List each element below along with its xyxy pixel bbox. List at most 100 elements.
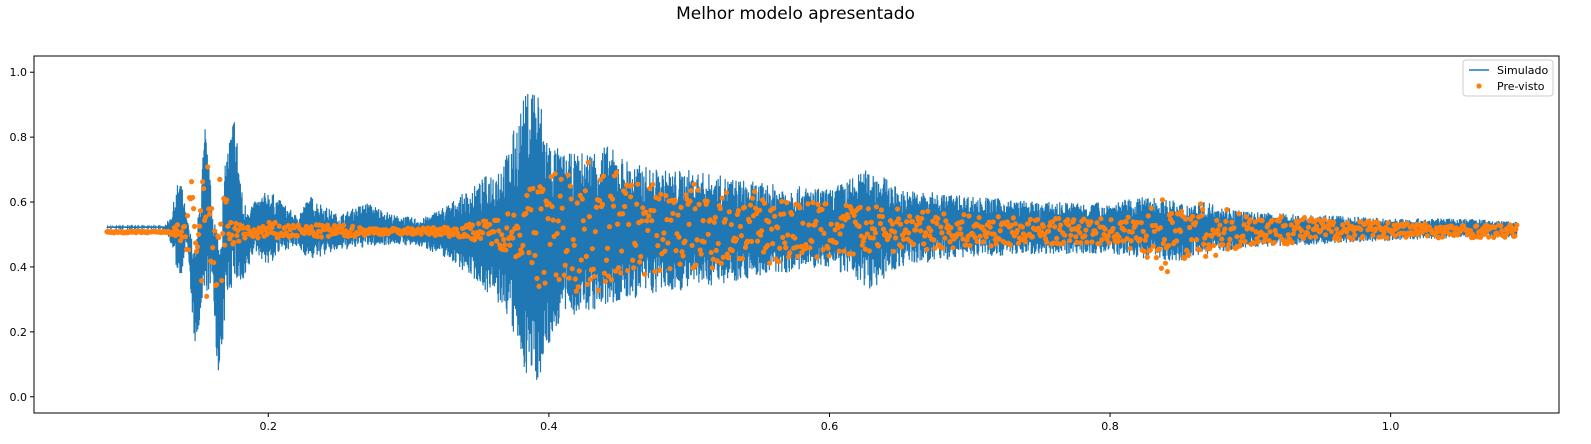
pre-visto-point bbox=[701, 239, 707, 245]
pre-visto-point bbox=[643, 209, 649, 215]
pre-visto-point bbox=[496, 228, 502, 234]
pre-visto-point bbox=[540, 186, 546, 193]
pre-visto-point bbox=[1237, 243, 1243, 249]
pre-visto-point bbox=[1312, 234, 1319, 240]
x-tick-label: 0.4 bbox=[540, 420, 558, 433]
pre-visto-point bbox=[1065, 217, 1071, 223]
pre-visto-point bbox=[1284, 241, 1290, 247]
pre-visto-point bbox=[1096, 241, 1102, 247]
pre-visto-point bbox=[535, 189, 541, 195]
x-tick-label: 1.0 bbox=[1382, 420, 1400, 433]
pre-visto-point bbox=[894, 206, 901, 212]
pre-visto-point bbox=[1269, 217, 1275, 224]
pre-visto-point bbox=[200, 179, 206, 185]
pre-visto-point bbox=[590, 266, 596, 272]
pre-visto-point bbox=[1495, 232, 1501, 238]
pre-visto-point bbox=[1245, 224, 1251, 230]
pre-visto-point bbox=[1199, 212, 1205, 218]
pre-visto-point bbox=[494, 238, 500, 244]
pre-visto-point bbox=[1089, 239, 1095, 245]
pre-visto-point bbox=[985, 230, 991, 236]
pre-visto-point bbox=[181, 223, 188, 229]
pre-visto-point bbox=[1108, 217, 1114, 223]
pre-visto-point bbox=[184, 213, 191, 219]
pre-visto-point bbox=[910, 219, 916, 225]
pre-visto-point bbox=[219, 277, 225, 284]
pre-visto-point bbox=[1148, 205, 1154, 211]
pre-visto-point bbox=[919, 215, 925, 222]
pre-visto-point bbox=[1035, 225, 1042, 231]
pre-visto-point bbox=[870, 235, 876, 241]
pre-visto-point bbox=[606, 224, 613, 230]
pre-visto-point bbox=[785, 232, 791, 238]
pre-visto-point bbox=[931, 237, 937, 243]
pre-visto-point bbox=[1043, 239, 1050, 245]
pre-visto-point bbox=[276, 223, 282, 229]
pre-visto-point bbox=[196, 231, 202, 238]
pre-visto-point bbox=[1025, 221, 1032, 227]
pre-visto-point bbox=[1115, 238, 1121, 244]
pre-visto-point bbox=[850, 251, 856, 257]
pre-visto-point bbox=[1422, 221, 1428, 227]
pre-visto-point bbox=[533, 230, 539, 236]
pre-visto-point bbox=[1066, 222, 1072, 228]
pre-visto-point bbox=[1160, 240, 1167, 247]
pre-visto-point bbox=[766, 219, 772, 225]
pre-visto-point bbox=[948, 225, 954, 231]
pre-visto-point bbox=[596, 197, 603, 204]
pre-visto-point bbox=[475, 221, 482, 227]
pre-visto-point bbox=[1074, 239, 1080, 245]
pre-visto-point bbox=[548, 174, 554, 180]
plot-frame bbox=[33, 55, 1560, 414]
pre-visto-point bbox=[1200, 206, 1206, 213]
pre-visto-point bbox=[1513, 226, 1519, 232]
pre-visto-point bbox=[947, 239, 953, 245]
pre-visto-point bbox=[1054, 235, 1060, 241]
pre-visto-point bbox=[904, 219, 910, 225]
pre-visto-point bbox=[688, 188, 694, 194]
pre-visto-point bbox=[240, 225, 246, 231]
pre-visto-point bbox=[1093, 230, 1099, 236]
pre-visto-point bbox=[873, 204, 879, 210]
pre-visto-point bbox=[188, 179, 195, 185]
pre-visto-point bbox=[640, 205, 646, 211]
pre-visto-point bbox=[1077, 230, 1083, 236]
pre-visto-point bbox=[839, 223, 845, 229]
pre-visto-point bbox=[1152, 222, 1158, 228]
pre-visto-point bbox=[1300, 235, 1306, 242]
pre-visto-point bbox=[1056, 215, 1062, 222]
pre-visto-point bbox=[1106, 240, 1112, 246]
pre-visto-point bbox=[1410, 231, 1416, 238]
pre-visto-point bbox=[564, 247, 570, 254]
pre-visto-point bbox=[1225, 246, 1231, 252]
series-pre-visto bbox=[104, 159, 1520, 299]
pre-visto-point bbox=[587, 276, 593, 282]
pre-visto-point bbox=[1046, 228, 1052, 234]
pre-visto-point bbox=[612, 268, 619, 274]
pre-visto-point bbox=[875, 243, 882, 249]
pre-visto-point bbox=[939, 230, 945, 236]
pre-visto-point bbox=[613, 169, 620, 175]
pre-visto-point bbox=[480, 230, 486, 236]
pre-visto-point bbox=[1301, 214, 1308, 221]
pre-visto-point bbox=[1292, 224, 1298, 231]
pre-visto-point bbox=[1120, 238, 1126, 244]
pre-visto-point bbox=[1249, 226, 1255, 232]
pre-visto-point bbox=[574, 200, 580, 206]
pre-visto-point bbox=[739, 256, 746, 262]
pre-visto-point bbox=[578, 257, 584, 263]
pre-visto-point bbox=[749, 195, 756, 201]
pre-visto-point bbox=[856, 223, 862, 230]
pre-visto-point bbox=[760, 249, 767, 255]
pre-visto-point bbox=[890, 248, 897, 254]
pre-visto-point bbox=[212, 228, 218, 234]
pre-visto-point bbox=[663, 192, 669, 199]
pre-visto-point bbox=[654, 232, 660, 239]
pre-visto-point bbox=[553, 272, 559, 278]
pre-visto-point bbox=[185, 247, 192, 253]
pre-visto-point bbox=[1424, 233, 1430, 239]
pre-visto-point bbox=[966, 213, 972, 219]
pre-visto-point bbox=[747, 202, 754, 208]
pre-visto-point bbox=[637, 259, 643, 265]
pre-visto-point bbox=[222, 242, 228, 248]
